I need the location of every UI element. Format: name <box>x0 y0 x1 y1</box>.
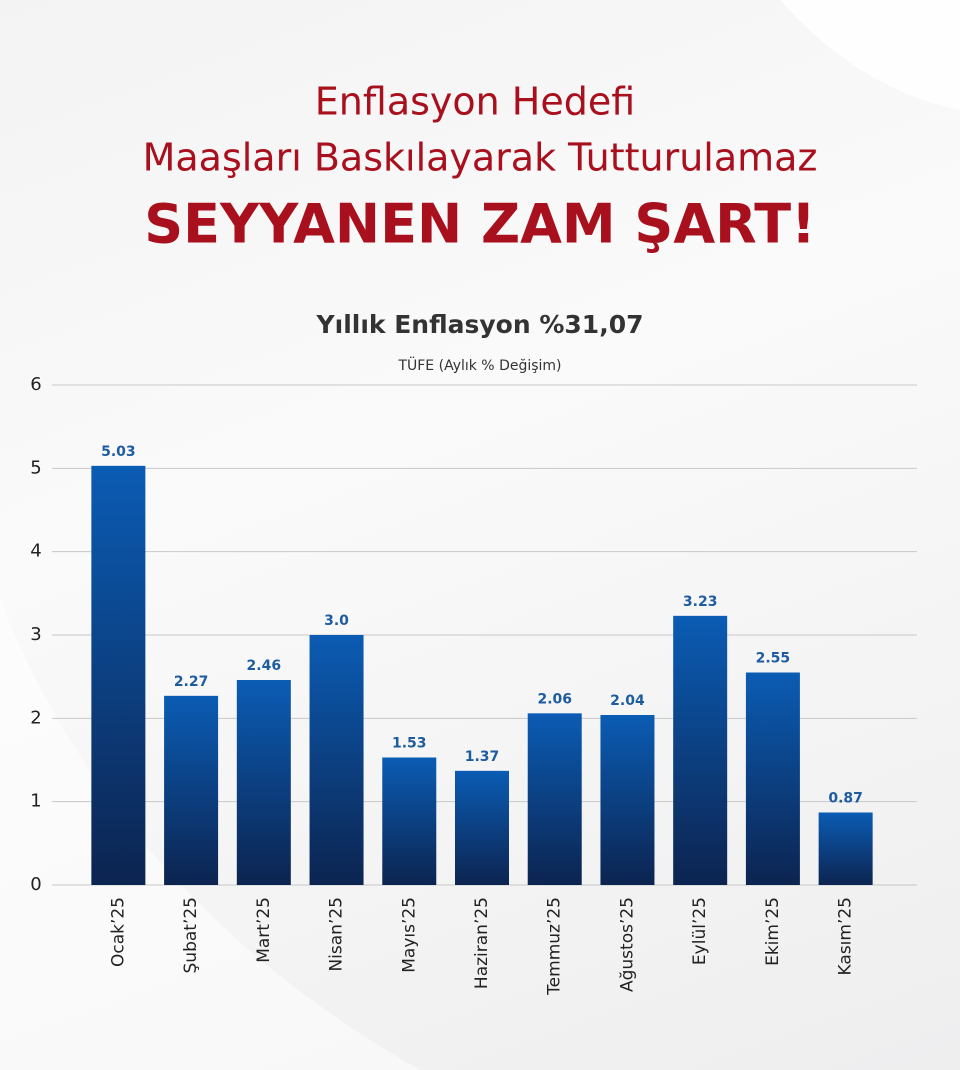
y-tick-label: 5 <box>30 457 41 478</box>
bar <box>382 757 437 885</box>
y-tick-label: 3 <box>30 624 41 645</box>
bar <box>91 465 146 885</box>
x-tick-label: Ocak’25 <box>108 897 128 967</box>
bg-shape <box>0 600 420 1070</box>
value-label: 2.06 <box>537 691 572 707</box>
slogan: SEYYANEN ZAM ŞART! <box>144 193 815 256</box>
value-label: 3.23 <box>683 594 718 610</box>
headline: Maaşları Baskılayarak Tutturulamaz <box>143 136 818 180</box>
y-tick-label: 0 <box>30 874 41 895</box>
x-tick-label: Ekim’25 <box>763 897 783 966</box>
x-tick-label: Haziran’25 <box>472 897 492 989</box>
bar <box>236 680 291 885</box>
y-tick-label: 2 <box>30 707 41 728</box>
x-tick-label: Eylül’25 <box>690 897 710 965</box>
chart-title: Yıllık Enflasyon %31,07 <box>316 310 644 339</box>
x-tick-label: Kasım’25 <box>836 897 856 975</box>
bar <box>455 770 509 885</box>
value-label: 3.0 <box>324 613 349 629</box>
x-tick-label: Mart’25 <box>254 897 274 963</box>
x-tick-label: Ağustos’25 <box>617 897 637 992</box>
y-tick-label: 6 <box>30 374 41 395</box>
bg-shape <box>780 0 960 110</box>
x-tick-label: Mayıs’25 <box>399 897 419 973</box>
bar <box>527 713 582 885</box>
headline: Enflasyon Hedefi <box>315 80 635 124</box>
bar <box>745 672 800 885</box>
value-label: 0.87 <box>828 791 863 807</box>
bar <box>164 695 219 885</box>
value-label: 1.37 <box>465 749 500 765</box>
value-label: 2.04 <box>610 693 645 709</box>
x-tick-label: Şubat’25 <box>181 897 201 973</box>
value-label: 1.53 <box>392 736 427 752</box>
value-label: 2.46 <box>247 658 282 674</box>
value-label: 5.03 <box>101 444 136 460</box>
bar <box>600 715 655 885</box>
value-label: 2.27 <box>174 674 209 690</box>
bar <box>309 635 364 885</box>
y-tick-label: 4 <box>30 541 41 562</box>
y-tick-label: 1 <box>30 791 41 812</box>
x-tick-label: Temmuz’25 <box>545 897 565 996</box>
bar <box>818 812 873 885</box>
chart-subtitle: TÜFE (Aylık % Değişim) <box>397 356 561 374</box>
value-label: 2.55 <box>756 651 791 667</box>
x-tick-label: Nisan’25 <box>327 897 347 972</box>
bar <box>673 615 728 885</box>
